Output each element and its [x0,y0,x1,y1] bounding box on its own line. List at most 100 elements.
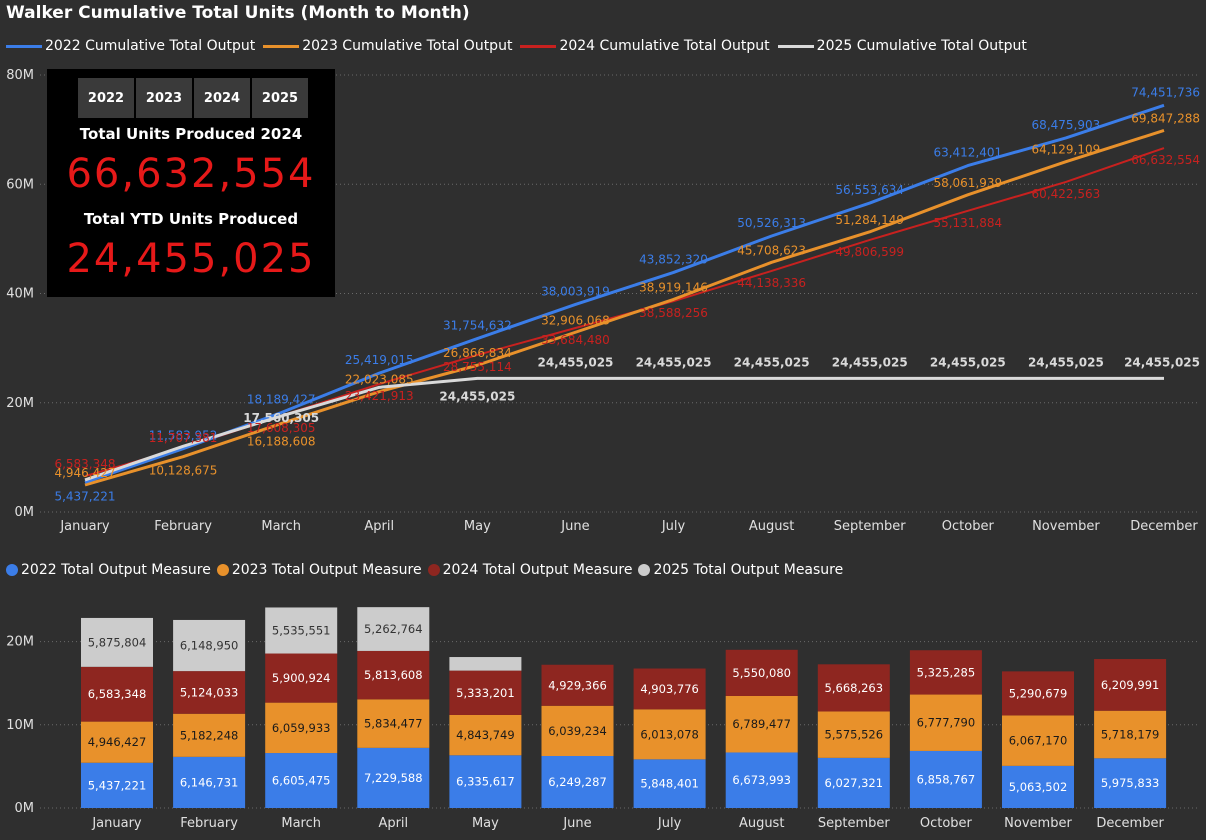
year-tab-2025[interactable]: 2025 [252,78,308,118]
point-label: 56,553,634 [835,183,904,197]
point-label: 51,284,149 [835,213,904,227]
bar-label: 6,209,991 [1101,678,1160,692]
bar-segment-2023[interactable] [265,702,338,754]
bar-legend-item[interactable]: 2024 Total Output Measure [427,562,633,578]
point-label: 68,475,903 [1032,118,1101,132]
bar-segment-2023[interactable] [173,713,246,757]
bar-segment-2024[interactable] [725,649,798,696]
bar-label: 6,583,348 [88,687,147,701]
x-tick-label: July [657,816,682,831]
point-label: 66,632,554 [1131,153,1200,167]
line-legend-item[interactable]: 2024 Cumulative Total Output [520,38,770,54]
year-tab-2023[interactable]: 2023 [136,78,192,118]
point-label: 49,806,599 [835,245,904,259]
bar-segment-2024[interactable] [357,650,430,700]
bar-segment-2025[interactable] [81,617,153,667]
bar-segment-2024[interactable] [449,670,522,715]
y-tick-label: 0M [15,505,35,520]
x-tick-label: February [154,519,212,534]
line-legend-item[interactable]: 2025 Cumulative Total Output [777,38,1027,54]
point-label: 60,422,563 [1032,187,1101,201]
bar-segment-2023[interactable] [1002,715,1074,766]
bar-label: 5,182,248 [180,728,239,742]
bar-segment-2024[interactable] [909,650,982,695]
x-tick-label: May [464,519,491,534]
point-label: 26,866,834 [443,346,512,360]
bar-segment-2022[interactable] [725,752,798,808]
bar-segment-2024[interactable] [541,664,614,706]
legend-swatch [263,44,300,48]
bar-segment-2022[interactable] [817,757,890,808]
bar-legend-item[interactable]: 2025 Total Output Measure [638,562,843,578]
bar-segment-2022[interactable] [1094,758,1167,808]
point-label: 33,684,480 [541,333,610,347]
bar-legend-item[interactable]: 2023 Total Output Measure [216,562,422,578]
bar-segment-2023[interactable] [357,699,430,748]
bar-segment-2024[interactable] [81,666,153,722]
x-tick-label: January [59,519,110,534]
bar-chart-legend: 2022 Total Output Measure 2023 Total Outp… [6,562,843,578]
x-tick-label: September [818,816,891,831]
point-label: 22,023,085 [345,373,414,387]
line-legend-item[interactable]: 2023 Cumulative Total Output [263,38,512,54]
bar-segment-2025[interactable] [357,607,430,651]
bar-segment-2022[interactable] [81,762,153,808]
bar-segment-2025[interactable] [265,607,338,654]
point-label: 45,708,623 [737,243,806,257]
legend-label: 2024 Total Output Measure [442,562,633,578]
bar-segment-2024[interactable] [1002,671,1074,716]
legend-label: 2023 Cumulative Total Output [302,38,513,54]
line-legend-item[interactable]: 2022 Cumulative Total Output [6,38,255,54]
bar-segment-2023[interactable] [817,711,890,758]
bar-segment-2022[interactable] [541,756,614,808]
bar-segment-2024[interactable] [1094,659,1167,711]
x-tick-label: November [1032,519,1100,534]
bar-label: 6,335,617 [456,775,515,789]
y-tick-label: 40M [6,287,34,302]
y-tick-label: 60M [6,177,34,192]
point-label: 16,188,608 [247,435,316,449]
bar-label: 5,535,551 [272,624,331,638]
year-tab-2024[interactable]: 2024 [194,78,250,118]
point-label: 64,129,109 [1032,143,1101,157]
bar-legend-item[interactable]: 2022 Total Output Measure [6,562,211,578]
legend-swatch [6,564,18,576]
bar-segment-2024[interactable] [265,653,338,703]
bar-segment-2025[interactable] [173,619,246,672]
bar-segment-2022[interactable] [357,747,430,808]
bar-segment-2022[interactable] [173,756,246,808]
bar-segment-2024[interactable] [817,664,890,712]
point-label: 63,412,401 [933,146,1002,160]
bar-segment-2022[interactable] [909,750,982,808]
point-label: 24,455,025 [930,355,1006,369]
point-label: 24,455,025 [636,355,712,369]
bar-segment-2022[interactable] [633,759,706,808]
bar-segment-2023[interactable] [1094,710,1167,759]
bar-segment-2023[interactable] [449,714,522,756]
bar-segment-2023[interactable] [633,709,706,760]
point-label: 32,906,068 [541,313,610,327]
bar-segment-2023[interactable] [541,705,614,757]
bar-segment-2022[interactable] [265,753,338,808]
bar-segment-2024[interactable] [173,671,246,714]
y-tick-label: 10M [6,718,34,733]
point-label: 25,419,015 [345,353,414,367]
year-tab-2022[interactable]: 2022 [78,78,134,118]
legend-swatch [777,44,814,48]
bar-segment-2022[interactable] [1002,765,1074,808]
bar-segment-2023[interactable] [725,695,798,753]
bar-segment-2024[interactable] [633,668,706,710]
kpi-card: 2022 2023 2024 2025 Total Units Produced… [47,69,335,297]
bar-segment-2023[interactable] [909,694,982,751]
legend-swatch [6,44,42,48]
x-tick-label: August [739,816,785,831]
bar-segment-2023[interactable] [81,721,153,763]
bar-segment-2025[interactable] [449,657,522,671]
bar-label: 6,059,933 [272,721,331,735]
bar-label: 5,718,179 [1101,727,1160,741]
y-tick-label: 20M [6,635,34,650]
bar-label: 4,843,749 [456,728,515,742]
bar-segment-2022[interactable] [449,755,522,808]
x-tick-label: May [472,816,499,831]
bar-label: 6,605,475 [272,774,331,788]
